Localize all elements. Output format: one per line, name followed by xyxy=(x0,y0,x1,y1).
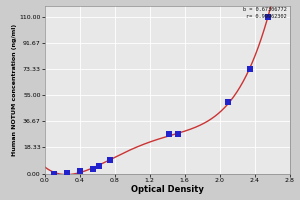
Point xyxy=(226,101,231,104)
Y-axis label: Human NOTUM concentration (ng/ml): Human NOTUM concentration (ng/ml) xyxy=(12,23,16,156)
Point xyxy=(248,68,253,71)
Point xyxy=(64,171,69,174)
Point xyxy=(175,133,180,136)
Point xyxy=(51,172,56,175)
Point xyxy=(265,15,270,19)
X-axis label: Optical Density: Optical Density xyxy=(131,185,204,194)
Point xyxy=(91,167,95,170)
Point xyxy=(77,170,82,173)
Text: b = 0.67306772
r= 0.99962302: b = 0.67306772 r= 0.99962302 xyxy=(243,7,287,19)
Point xyxy=(97,164,101,167)
Point xyxy=(108,159,113,162)
Point xyxy=(167,133,171,136)
